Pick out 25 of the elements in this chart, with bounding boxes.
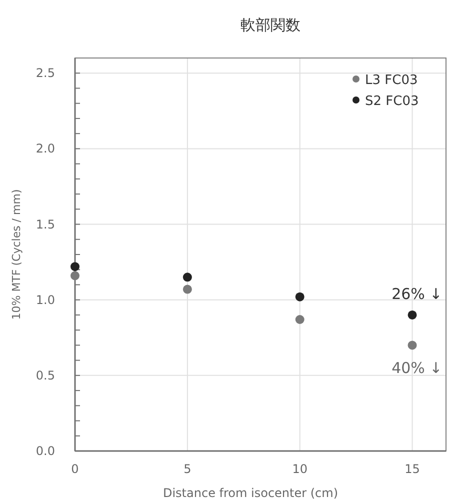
y-tick-label: 1.5 <box>36 217 55 232</box>
x-axis-title: Distance from isocenter (cm) <box>162 486 338 500</box>
legend-label: S2 FC03 <box>365 94 419 109</box>
chart-title: 軟部関数 <box>240 16 300 34</box>
point <box>182 272 192 282</box>
x-tick-label: 0 <box>71 462 79 476</box>
y-tick-label: 2.5 <box>36 66 55 80</box>
y-axis-title: 10% MTF (Cycles / mm) <box>10 189 23 320</box>
legend-label: L3 FC03 <box>365 73 418 88</box>
point <box>295 314 304 324</box>
x-tick-label: 15 <box>404 462 420 476</box>
y-tick-label: 2.0 <box>36 142 55 156</box>
point <box>408 340 417 350</box>
x-tick-label: 10 <box>292 462 308 476</box>
y-tick-label: 0.0 <box>36 444 55 458</box>
point <box>182 284 192 294</box>
point <box>295 292 304 302</box>
point <box>408 310 417 320</box>
y-tick-label: 0.5 <box>36 368 55 382</box>
y-tick-label: 1.0 <box>36 292 55 307</box>
annotation: 26% ↓ <box>392 284 442 303</box>
point <box>70 262 80 272</box>
point <box>70 271 80 280</box>
annotation: 40% ↓ <box>392 359 442 378</box>
x-tick-label: 5 <box>184 462 192 476</box>
